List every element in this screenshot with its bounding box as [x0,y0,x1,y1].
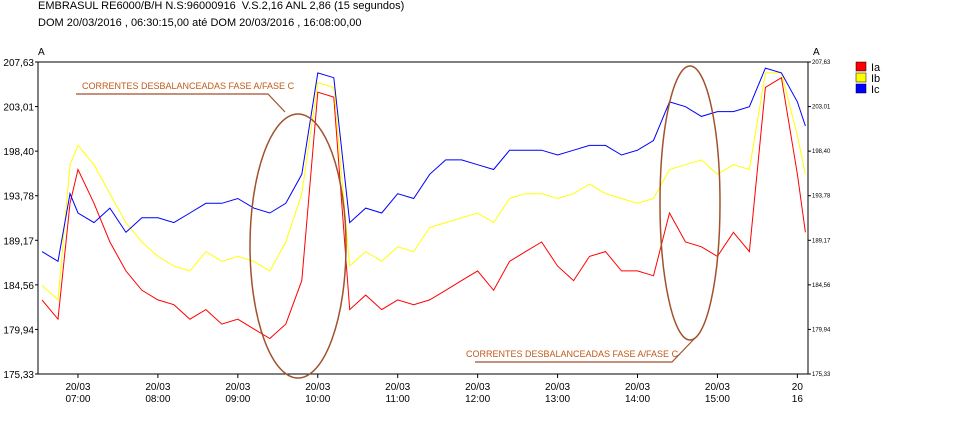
x-tick-date: 20/03 [225,382,250,393]
y-axis-unit-left: A [38,47,45,58]
x-tick-date: 20 [792,382,804,393]
x-tick-date: 20/03 [465,382,490,393]
x-tick-date: 20/03 [145,382,170,393]
x-tick-date: 20/03 [545,382,570,393]
x-tick-time: 13:00 [545,394,570,405]
y-tick-label-right: 175,33 [812,372,831,378]
legend-swatch-ib [855,72,867,83]
y-tick-label-right: 203,01 [812,105,831,111]
legend-label-ia: Ia [871,62,881,74]
annotation-text-1: CORRENTES DESBALANCEADAS FASE A/FASE C [82,81,295,91]
x-tick-time: 16 [792,394,804,405]
y-tick-label-left: 189,17 [3,236,34,247]
series-line-ib [41,72,806,301]
annotation-leader-1 [76,93,286,113]
annotation-leader-2 [475,337,696,363]
y-tick-label-right: 193,78 [812,194,831,200]
x-tick-time: 08:00 [145,394,170,405]
y-tick-label-left: 175,33 [3,370,34,381]
x-tick-date: 20/03 [65,382,90,393]
plot-area [37,61,809,375]
chart-header-line-1: EMBRASUL RE6000/B/H N.S:96000916 V.S.2,1… [38,0,405,12]
annotation-text-2: CORRENTES DESBALANCEADAS FASE A/FASE C [466,349,679,359]
x-tick-time: 11:00 [386,394,411,405]
series-line-ia [41,76,806,340]
x-tick-date: 20/03 [305,382,330,393]
y-tick-label-left: 179,94 [3,325,34,336]
x-tick-time: 07:00 [65,394,90,405]
x-tick-date: 20/03 [705,382,730,393]
x-tick-date: 20/03 [625,382,650,393]
y-tick-label-right: 198,40 [812,149,831,155]
highlight-ellipse-2 [659,65,721,341]
x-tick-date: 20/03 [385,382,410,393]
y-tick-label-right: 179,94 [812,327,831,333]
series-line-ic [41,67,806,263]
y-tick-label-left: 207,63 [3,58,34,69]
x-tick-time: 12:00 [465,394,490,405]
highlight-ellipse-1 [249,113,347,379]
y-tick-label-right: 207,63 [812,60,831,66]
y-tick-label-right: 184,56 [812,283,831,289]
legend-label-ic: Ic [871,84,880,96]
y-tick-label-left: 193,78 [3,192,34,203]
legend-swatch-ia [855,61,867,72]
y-tick-label-right: 189,17 [812,238,831,244]
x-tick-time: 09:00 [225,394,250,405]
y-tick-label-left: 203,01 [3,103,34,114]
y-tick-label-left: 198,40 [3,147,34,158]
x-tick-time: 10:00 [305,394,330,405]
y-axis-unit-right: A [813,47,820,58]
legend-label-ib: Ib [871,73,880,85]
x-tick-time: 14:00 [625,394,650,405]
legend-swatch-ic [855,83,867,94]
chart-header-line-2: DOM 20/03/2016 , 06:30:15,00 até DOM 20/… [38,17,362,29]
x-tick-time: 15:00 [705,394,730,405]
y-tick-label-left: 184,56 [3,281,34,292]
